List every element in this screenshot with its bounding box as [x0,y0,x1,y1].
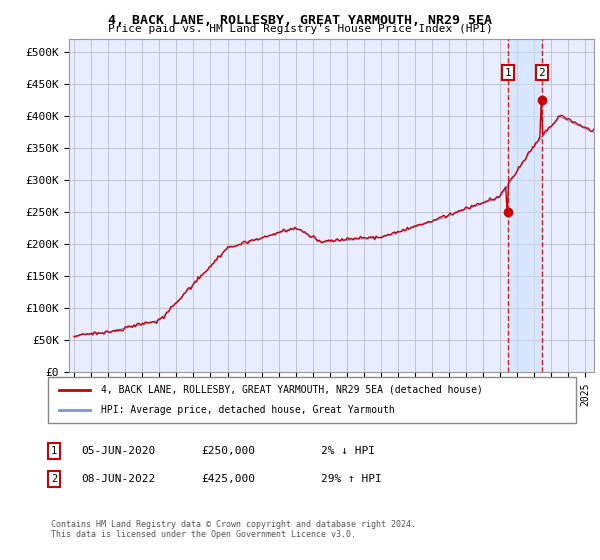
Text: 1: 1 [51,446,57,456]
Text: 2: 2 [51,474,57,484]
Text: £250,000: £250,000 [201,446,255,456]
Text: 2% ↓ HPI: 2% ↓ HPI [321,446,375,456]
Text: 08-JUN-2022: 08-JUN-2022 [81,474,155,484]
Text: 4, BACK LANE, ROLLESBY, GREAT YARMOUTH, NR29 5EA (detached house): 4, BACK LANE, ROLLESBY, GREAT YARMOUTH, … [101,385,482,395]
Text: £425,000: £425,000 [201,474,255,484]
Text: 29% ↑ HPI: 29% ↑ HPI [321,474,382,484]
Text: 4, BACK LANE, ROLLESBY, GREAT YARMOUTH, NR29 5EA: 4, BACK LANE, ROLLESBY, GREAT YARMOUTH, … [108,14,492,27]
Text: HPI: Average price, detached house, Great Yarmouth: HPI: Average price, detached house, Grea… [101,405,395,415]
Text: Contains HM Land Registry data © Crown copyright and database right 2024.
This d: Contains HM Land Registry data © Crown c… [51,520,416,539]
Bar [508,39,542,372]
Text: 2: 2 [538,68,545,77]
Text: Price paid vs. HM Land Registry's House Price Index (HPI): Price paid vs. HM Land Registry's House … [107,24,493,34]
Text: 05-JUN-2020: 05-JUN-2020 [81,446,155,456]
FancyBboxPatch shape [48,377,576,423]
Text: 1: 1 [505,68,511,77]
